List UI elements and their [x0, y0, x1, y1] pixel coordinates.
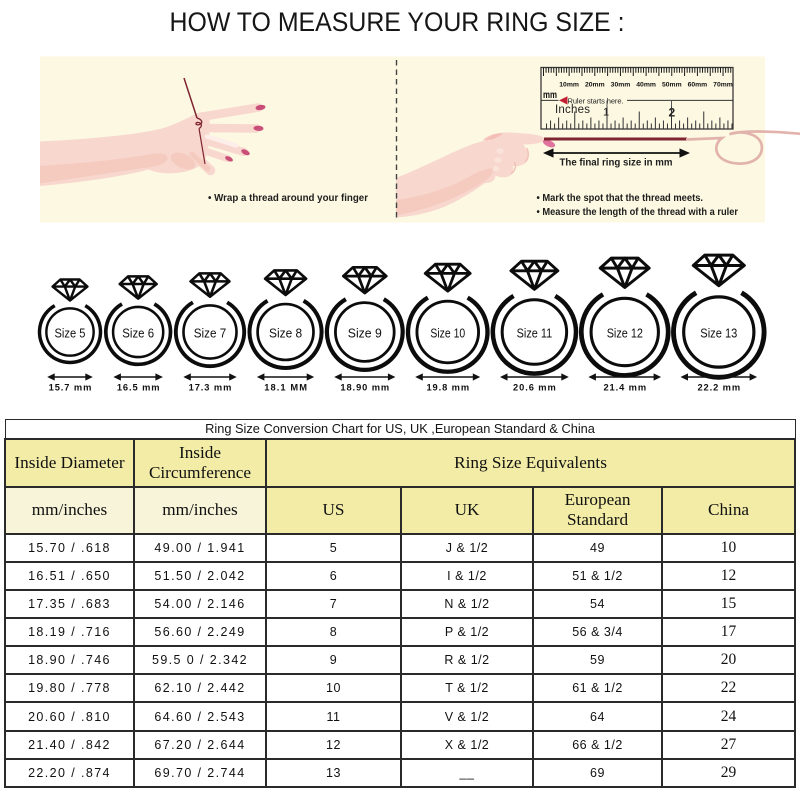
- svg-text:• Wrap a thread around your fi: • Wrap a thread around your finger: [208, 193, 368, 204]
- svg-text:18.90 mm: 18.90 mm: [340, 383, 389, 393]
- svg-text:15.7 mm: 15.7 mm: [49, 383, 92, 393]
- svg-text:Size 12: Size 12: [607, 326, 643, 341]
- svg-text:17.3 mm: 17.3 mm: [189, 383, 232, 393]
- svg-text:21.4 mm: 21.4 mm: [603, 383, 646, 393]
- svg-text:Size 13: Size 13: [700, 326, 737, 341]
- svg-text:Size 7: Size 7: [194, 326, 227, 341]
- svg-text:Size 6: Size 6: [122, 326, 154, 341]
- svg-text:30mm: 30mm: [611, 82, 631, 89]
- svg-text:Ruler starts here.: Ruler starts here.: [568, 96, 624, 105]
- svg-text:10mm: 10mm: [559, 82, 579, 89]
- svg-text:Size 9: Size 9: [348, 326, 382, 341]
- svg-text:• Mark the spot that the threa: • Mark the spot that the thread meets.: [537, 193, 704, 204]
- svg-text:18.1 MM: 18.1 MM: [264, 383, 307, 393]
- svg-text:Size 11: Size 11: [517, 326, 553, 341]
- svg-text:20.6 mm: 20.6 mm: [513, 383, 556, 393]
- svg-text:22.2 mm: 22.2 mm: [697, 383, 740, 393]
- svg-text:40mm: 40mm: [636, 82, 656, 89]
- svg-text:20mm: 20mm: [585, 82, 605, 89]
- svg-text:mm: mm: [543, 90, 557, 101]
- svg-text:Inches: Inches: [555, 104, 590, 116]
- svg-text:70mm: 70mm: [713, 82, 733, 89]
- svg-text:HOW TO MEASURE YOUR RING SIZE: HOW TO MEASURE YOUR RING SIZE :: [170, 7, 625, 37]
- svg-text:60mm: 60mm: [688, 82, 708, 89]
- svg-text:1: 1: [603, 107, 609, 119]
- svg-text:19.8 mm: 19.8 mm: [426, 383, 469, 393]
- svg-text:• Measure the length of the th: • Measure the length of the thread with …: [537, 207, 739, 218]
- svg-text:50mm: 50mm: [662, 82, 682, 89]
- svg-text:Size 8: Size 8: [269, 326, 302, 341]
- svg-text:Size 5: Size 5: [55, 326, 86, 341]
- svg-text:Size 10: Size 10: [430, 326, 465, 341]
- svg-text:The final ring size in mm: The final ring size in mm: [560, 158, 673, 169]
- svg-text:16.5 mm: 16.5 mm: [117, 383, 160, 393]
